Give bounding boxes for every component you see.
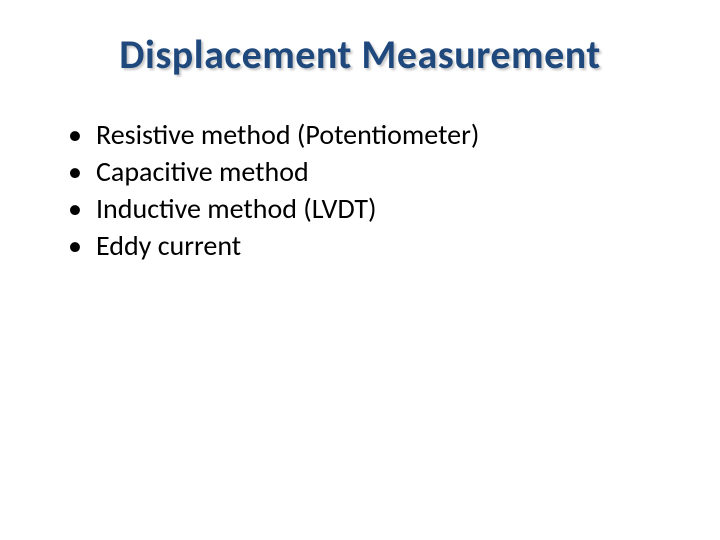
slide-container: Displacement Measurement Resistive metho… xyxy=(0,0,720,540)
list-item: Capacitive method xyxy=(68,154,670,189)
list-item: Inductive method (LVDT) xyxy=(68,191,670,226)
bullet-list: Resistive method (Potentiometer) Capacit… xyxy=(50,117,670,265)
list-item: Eddy current xyxy=(68,228,670,263)
list-item: Resistive method (Potentiometer) xyxy=(68,117,670,152)
slide-title: Displacement Measurement xyxy=(50,30,670,79)
